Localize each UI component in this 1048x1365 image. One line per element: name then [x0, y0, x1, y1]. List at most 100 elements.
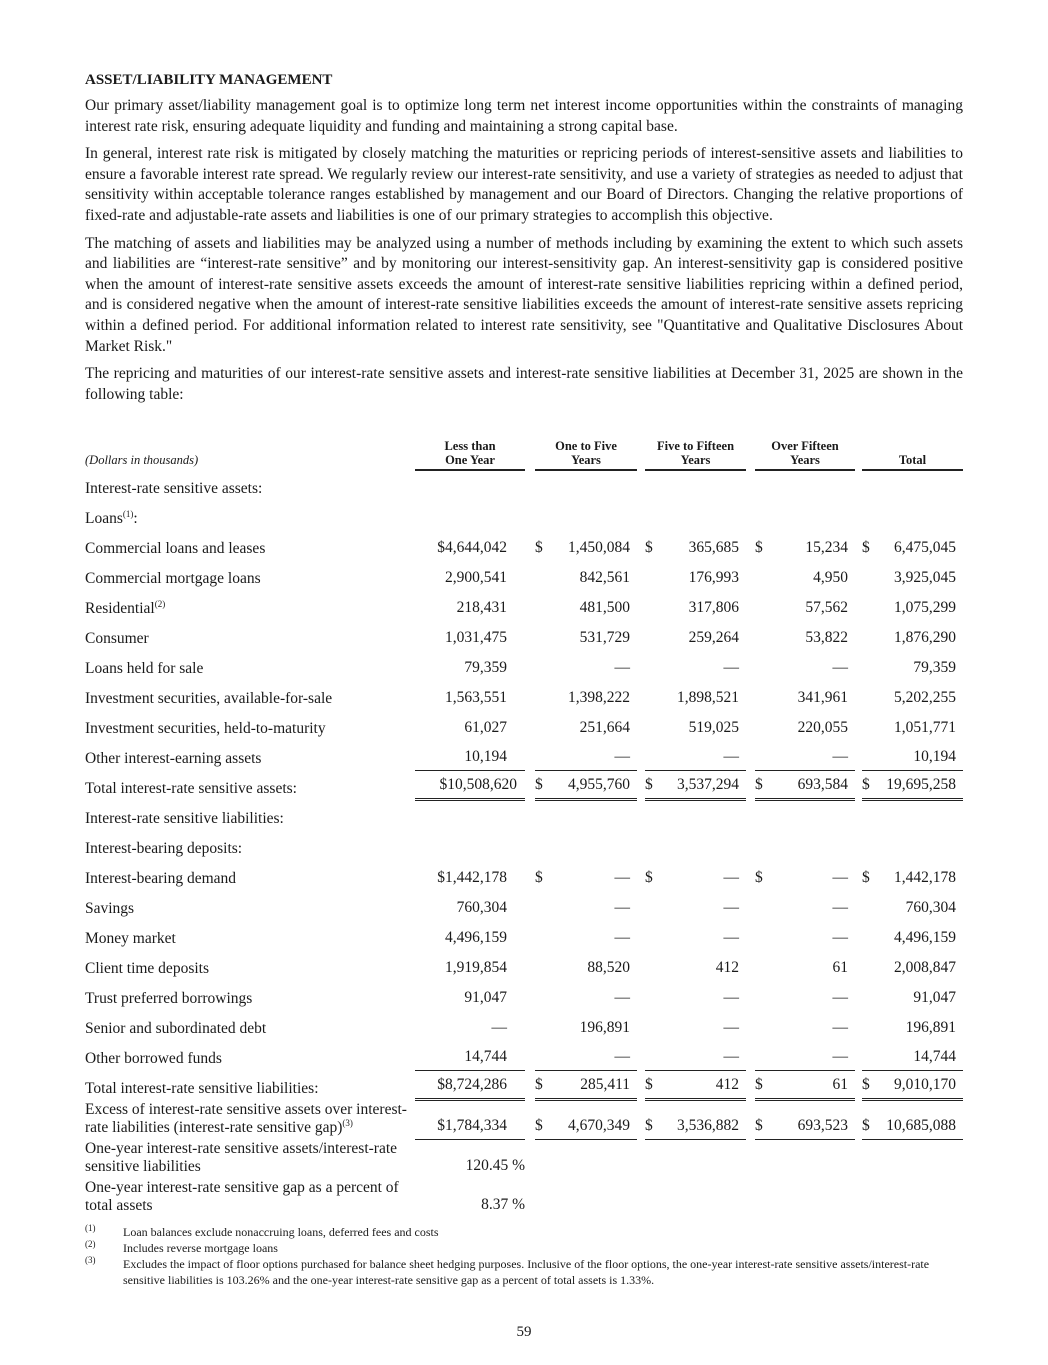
row-label: Other borrowed funds — [85, 1049, 222, 1067]
table-row: Interest-rate sensitive liabilities: — [85, 801, 963, 831]
amount: 10,194 — [913, 748, 956, 766]
value-cell: $4,644,042 — [415, 539, 525, 561]
amount: 1,398,222 — [568, 689, 630, 707]
value-cell: — — [535, 989, 637, 1011]
footnote: (1) Loan balances exclude nonaccruing loa… — [85, 1223, 439, 1240]
table-row: Savings 760,304 — — — 760,304 — [85, 891, 963, 921]
value-cell: 1,898,521 — [645, 689, 746, 711]
table-row: Trust preferred borrowings 91,047 — — — 91,04… — [85, 981, 963, 1011]
value-cell: 79,359 — [862, 659, 963, 681]
value-cell: 531,729 — [535, 629, 637, 651]
table-row: Consumer 1,031,475 531,729 259,264 53,822 1,8… — [85, 621, 963, 651]
footnote-ref: (1) — [122, 508, 134, 519]
value-cell: $1,450,084 — [535, 539, 637, 561]
amount: 1,876,290 — [894, 629, 956, 647]
amount: — — [832, 1019, 849, 1037]
amount: 842,561 — [579, 569, 630, 587]
table-row: Loans(1): — [85, 501, 963, 531]
amount: 61 — [832, 1076, 849, 1094]
row-label: Loans(1): — [85, 508, 138, 527]
value-cell: — — [755, 1048, 855, 1072]
amount: 365,685 — [688, 539, 739, 557]
amount: 61 — [832, 959, 849, 977]
value-cell: 259,264 — [645, 629, 746, 651]
amount: — — [832, 659, 849, 677]
column-header: Less than One Year — [415, 440, 525, 472]
amount: 4,670,349 — [568, 1117, 630, 1135]
amount: 1,898,521 — [677, 689, 739, 707]
amount: 1,075,299 — [894, 599, 956, 617]
amount: 519,025 — [688, 719, 739, 737]
value-cell: 1,075,299 — [862, 599, 963, 621]
table-row: Residential(2) 218,431 481,500 317,806 57,56… — [85, 591, 963, 621]
value-cell: 5,202,255 — [862, 689, 963, 711]
value-cell: — — [645, 659, 746, 681]
amount: 412 — [715, 959, 739, 977]
amount: 79,359 — [464, 659, 507, 677]
amount: $1,784,334 — [437, 1117, 507, 1135]
value-cell: — — [535, 1048, 637, 1072]
value-cell: $19,695,258 — [862, 776, 963, 802]
value-cell: 760,304 — [415, 899, 525, 921]
footnote: (2) Includes reverse mortgage loans — [85, 1239, 278, 1256]
value-cell: 341,961 — [755, 689, 855, 711]
value-cell: $10,508,620 — [415, 776, 525, 802]
table-row: Other borrowed funds 14,744 — — — 14,744 — [85, 1041, 963, 1072]
currency-sign: $ — [535, 869, 543, 887]
value-cell: $693,523 — [755, 1117, 855, 1141]
value-cell: — — [755, 899, 855, 921]
table-row: Investment securities, available-for-sal… — [85, 681, 963, 711]
amount: — — [723, 748, 740, 766]
amount: 196,891 — [905, 1019, 956, 1037]
amount: 317,806 — [688, 599, 739, 617]
amount: — — [723, 1048, 740, 1066]
value-cell: 10,194 — [415, 748, 525, 772]
row-label: Excess of interest-rate sensitive assets… — [85, 1101, 407, 1136]
currency-sign: $ — [535, 1076, 543, 1094]
footnote-ref: (3) — [342, 1117, 353, 1128]
column-header: Five to Fifteen Years — [645, 440, 746, 472]
amount: 57,562 — [805, 599, 848, 617]
value-cell: — — [645, 1048, 746, 1072]
table-row: Money market 4,496,159 — — — 4,496,159 — [85, 921, 963, 951]
currency-sign: $ — [755, 869, 763, 887]
value-cell: — — [645, 989, 746, 1011]
value-cell: 1,563,551 — [415, 689, 525, 711]
value-cell: 8.37 % — [415, 1196, 525, 1218]
amount: 91,047 — [464, 989, 507, 1007]
table-row: Total interest-rate sensitive assets: $10… — [85, 771, 963, 802]
amount: — — [614, 1048, 631, 1066]
value-cell: 760,304 — [862, 899, 963, 921]
row-label: Total interest-rate sensitive liabilitie… — [85, 1079, 319, 1097]
amount: 693,523 — [797, 1117, 848, 1135]
amount: 3,536,882 — [677, 1117, 739, 1135]
currency-sign: $ — [862, 1076, 870, 1094]
value-cell: $3,537,294 — [645, 776, 746, 802]
amount: — — [491, 1019, 508, 1037]
amount: 4,955,760 — [568, 776, 630, 794]
amount: 9,010,170 — [894, 1076, 956, 1094]
column-header: One to Five Years — [535, 440, 637, 472]
amount: $1,442,178 — [437, 869, 507, 887]
currency-sign: $ — [755, 1117, 763, 1135]
amount: $8,724,286 — [437, 1076, 507, 1094]
table-row: Investment securities, held-to-maturity 6… — [85, 711, 963, 741]
row-label: Commercial mortgage loans — [85, 569, 261, 587]
currency-sign: $ — [535, 1117, 543, 1135]
value-cell: — — [535, 748, 637, 772]
amount: — — [723, 869, 740, 887]
amount: — — [614, 989, 631, 1007]
value-cell: 4,950 — [755, 569, 855, 591]
table-row: Excess of interest-rate sensitive assets… — [85, 1101, 963, 1141]
value-cell: 842,561 — [535, 569, 637, 591]
table-row: Interest-rate sensitive assets: — [85, 471, 963, 501]
paragraph: The matching of assets and liabilities m… — [85, 234, 963, 355]
row-label: Investment securities, available-for-sal… — [85, 689, 333, 707]
value-cell: $4,955,760 — [535, 776, 637, 802]
value-cell: 196,891 — [862, 1019, 963, 1041]
value-cell: $ — — [535, 869, 637, 891]
amount: 53,822 — [805, 629, 848, 647]
value-cell: 14,744 — [415, 1048, 525, 1072]
row-label: Interest-bearing deposits: — [85, 839, 243, 857]
table-row: One-year interest-rate sensitive assets/… — [85, 1140, 963, 1179]
